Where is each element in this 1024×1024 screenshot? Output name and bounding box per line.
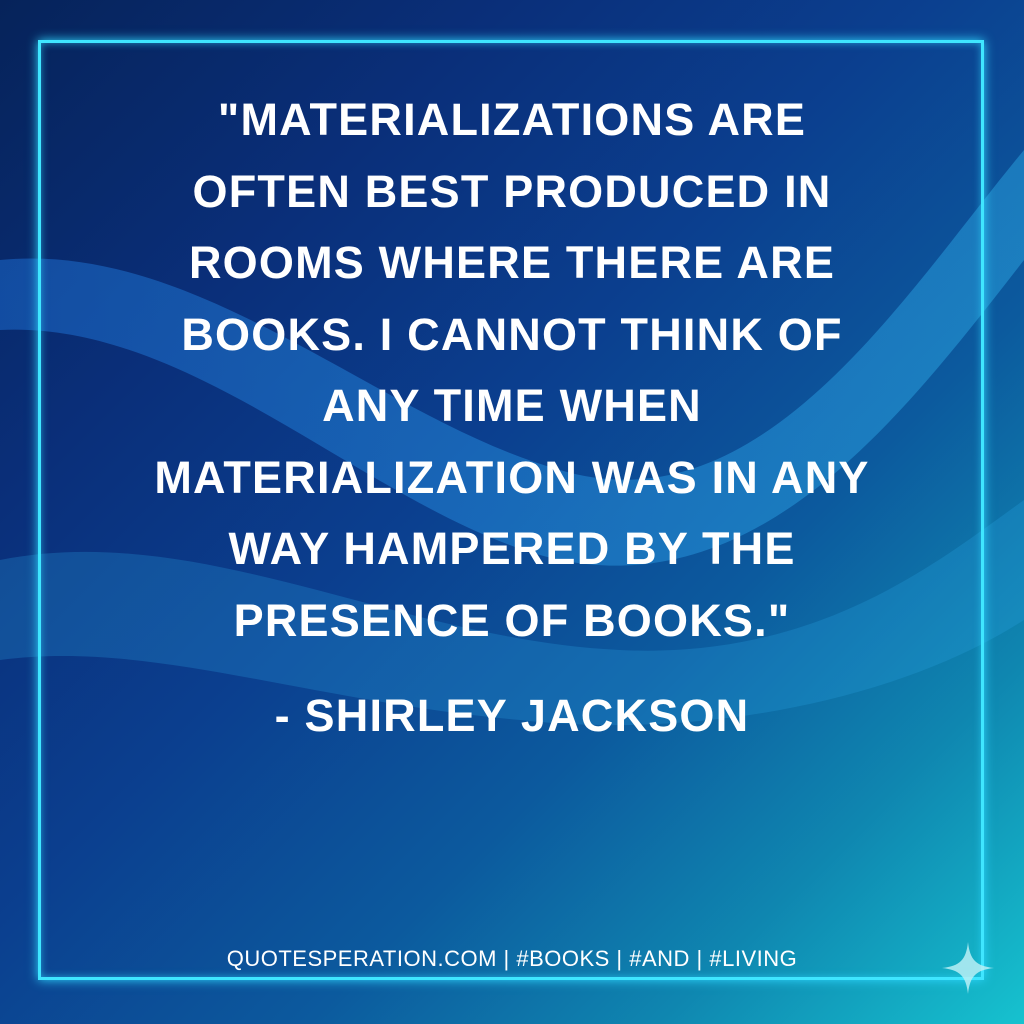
decorative-frame xyxy=(38,40,984,980)
quote-line: ROOMS WHERE THERE ARE xyxy=(188,237,836,288)
quote-author: - SHIRLEY JACKSON xyxy=(274,690,750,741)
quote-line: WAY HAMPERED BY THE xyxy=(228,523,796,574)
quote-text: "MATERIALIZATIONS ARE OFTEN BEST PRODUCE… xyxy=(60,84,964,656)
quote-line: "MATERIALIZATIONS ARE xyxy=(217,94,807,145)
quote-line: BOOKS. I CANNOT THINK OF xyxy=(181,308,843,360)
quote-line: PRESENCE OF BOOKS." xyxy=(233,594,791,646)
quote-line: ANY TIME WHEN xyxy=(322,380,702,431)
quote-line: OFTEN BEST PRODUCED IN xyxy=(192,165,832,217)
quote-line: MATERIALIZATION WAS IN ANY xyxy=(154,451,870,503)
footer-tags: QUOTESPERATION.COM | #BOOKS | #AND | #LI… xyxy=(226,946,798,971)
sparkle-icon xyxy=(942,942,994,994)
